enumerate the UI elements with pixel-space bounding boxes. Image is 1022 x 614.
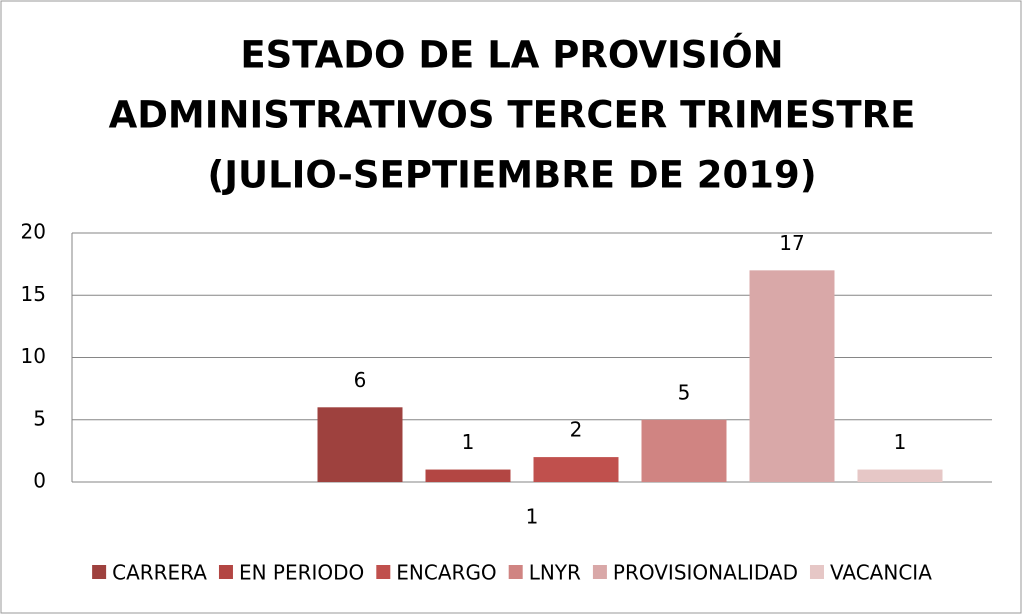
chart-title: ADMINISTRATIVOS TERCER TRIMESTRE <box>109 94 916 137</box>
legend-label: EN PERIODO <box>239 561 364 585</box>
legend-label: VACANCIA <box>830 561 932 585</box>
data-label: 2 <box>570 418 583 442</box>
data-label: 1 <box>894 430 907 454</box>
bar <box>641 419 727 482</box>
chart-title: ESTADO DE LA PROVISIÓN <box>240 33 783 77</box>
data-label: 5 <box>678 380 691 404</box>
legend-swatch <box>508 565 523 579</box>
legend-swatch <box>809 565 824 579</box>
bar <box>857 469 943 482</box>
y-tick-label: 15 <box>21 282 46 306</box>
legend-swatch <box>92 565 107 579</box>
legend-swatch <box>218 565 233 579</box>
y-tick-label: 5 <box>33 406 46 430</box>
y-tick-label: 10 <box>21 344 46 368</box>
x-tick-label: 1 <box>526 505 539 529</box>
y-tick-label: 20 <box>21 220 46 244</box>
y-tick-label: 0 <box>33 469 46 493</box>
legend-swatch <box>592 565 607 579</box>
chart-title: (JULIO-SEPTIEMBRE DE 2019) <box>207 154 816 197</box>
data-label: 17 <box>779 231 804 255</box>
bar <box>749 270 835 482</box>
bar <box>425 469 511 482</box>
bar <box>317 407 403 482</box>
bar <box>533 457 619 482</box>
legend-swatch <box>376 565 391 579</box>
data-label: 1 <box>462 430 475 454</box>
legend-label: ENCARGO <box>396 561 496 585</box>
legend-label: CARRERA <box>112 561 207 585</box>
legend-label: LNYR <box>529 561 581 585</box>
legend-label: PROVISIONALIDAD <box>613 561 798 585</box>
data-label: 6 <box>354 368 367 392</box>
